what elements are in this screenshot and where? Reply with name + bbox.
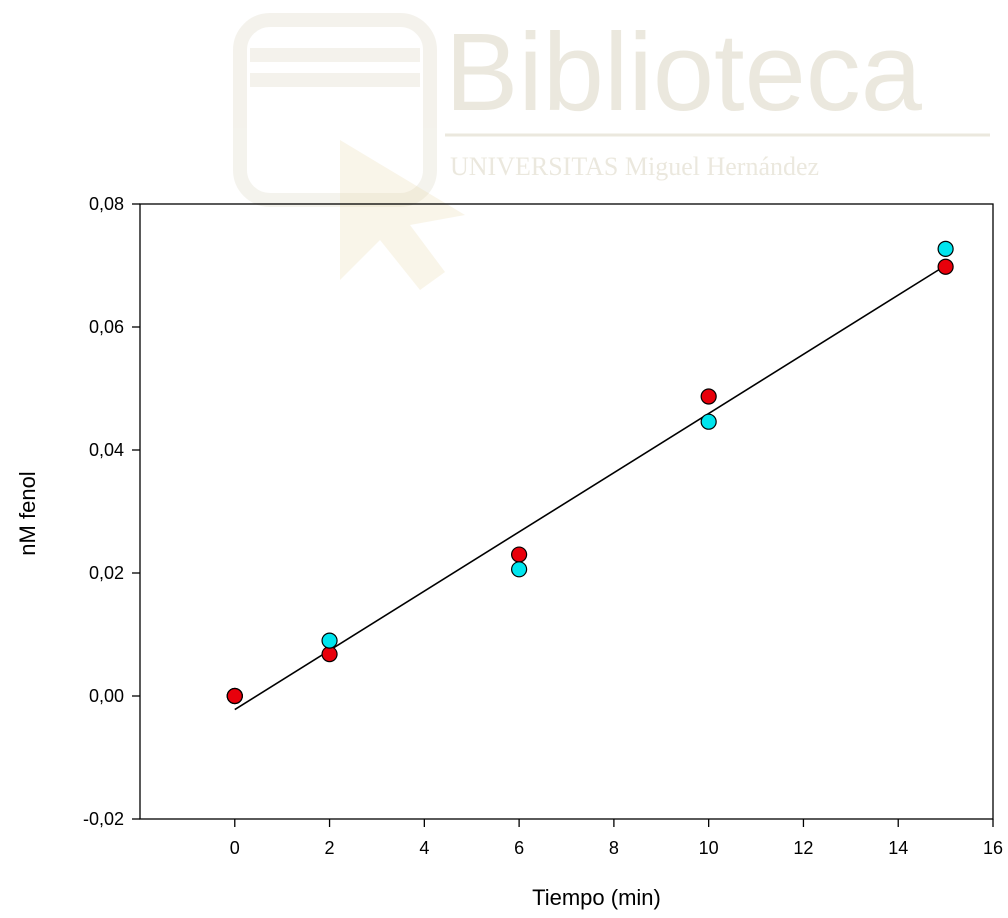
- x-tick-label: 12: [793, 838, 813, 858]
- library-watermark: Biblioteca UNIVERSITAS Miguel Hernández: [233, 11, 990, 290]
- series-red-point: [700, 388, 717, 405]
- fit-layer: [234, 264, 947, 711]
- watermark-title: Biblioteca: [445, 11, 923, 134]
- series-cyan-point: [321, 632, 338, 649]
- y-axis-title: nM fenol: [15, 471, 40, 555]
- axes-layer: [132, 203, 994, 827]
- watermark-book-shape: [233, 13, 437, 207]
- series-cyan-point: [700, 413, 717, 430]
- series-red-point-origin: [226, 687, 243, 705]
- x-axis-title: Tiempo (min): [532, 885, 661, 910]
- y-tick-label: -0,02: [83, 809, 124, 829]
- points-layer: [226, 240, 954, 705]
- y-tick-label: 0,02: [89, 563, 124, 583]
- y-tick-label: 0,00: [89, 686, 124, 706]
- x-tick-label: 16: [983, 838, 1003, 858]
- x-tick-label: 6: [514, 838, 524, 858]
- series-red-point: [511, 546, 528, 563]
- x-tick-label: 10: [699, 838, 719, 858]
- y-tick-label: 0,04: [89, 440, 124, 460]
- series-cyan-point: [937, 240, 954, 257]
- series-red-point: [321, 646, 338, 663]
- x-tick-label: 2: [325, 838, 335, 858]
- watermark-cursor-shape: [340, 140, 465, 290]
- series-red-point: [937, 258, 954, 275]
- x-tick-label: 14: [888, 838, 908, 858]
- watermark-book-lines: [250, 48, 420, 87]
- x-tick-label: 0: [230, 838, 240, 858]
- y-tick-label: 0,06: [89, 317, 124, 337]
- x-tick-label: 4: [419, 838, 429, 858]
- y-tick-label: 0,08: [89, 194, 124, 214]
- series-cyan-point: [511, 561, 528, 578]
- labels-layer: 0 2 4 6 8 10 12 14 16 -0,02 0,00 0,02 0,04 0,06 0,08 Ti…: [15, 194, 1003, 910]
- watermark-subtitle: UNIVERSITAS Miguel Hernández: [450, 152, 819, 181]
- plot-frame: [139, 203, 994, 820]
- x-tick-label: 8: [609, 838, 619, 858]
- regression-line: [234, 264, 947, 711]
